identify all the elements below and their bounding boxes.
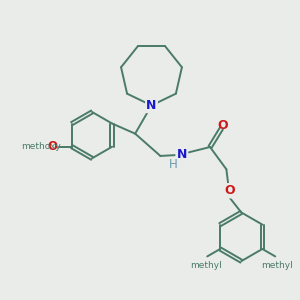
Text: methoxy: methoxy: [21, 142, 61, 151]
Text: N: N: [146, 99, 157, 112]
Text: N: N: [177, 148, 187, 161]
Text: O: O: [224, 184, 235, 197]
Text: O: O: [218, 118, 228, 131]
Text: O: O: [47, 140, 57, 153]
Text: methyl: methyl: [190, 261, 222, 270]
Text: H: H: [169, 158, 178, 171]
Text: methyl: methyl: [261, 261, 292, 270]
